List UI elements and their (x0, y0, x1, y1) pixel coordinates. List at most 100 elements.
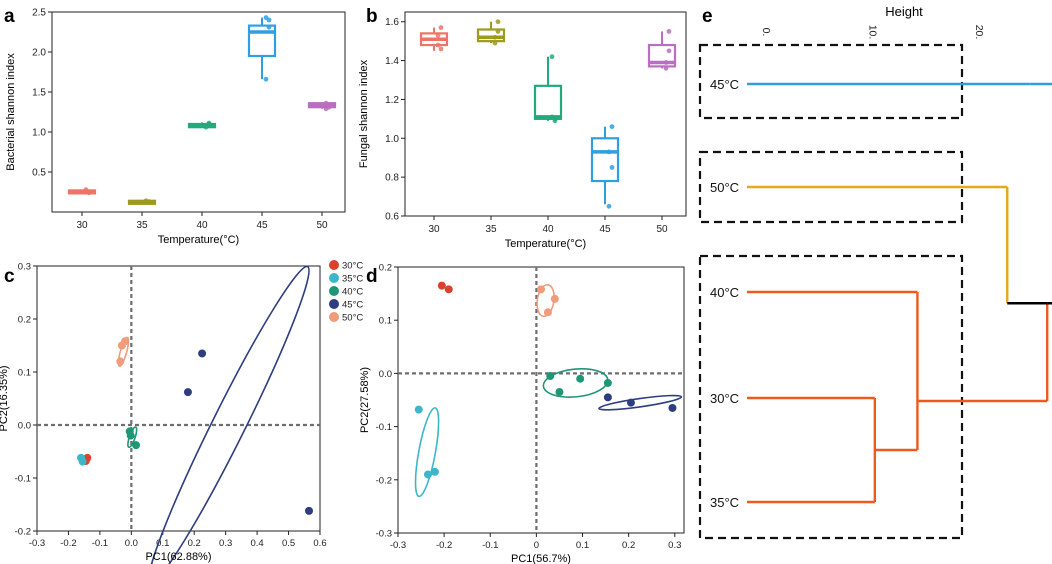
legend-swatch (329, 260, 339, 270)
sample-point (668, 403, 677, 412)
panel-e-dendrogram: e Height 0. 10. 20. 45°C 50°C 40°C 30°C 35°C (698, 4, 1052, 540)
data-point (266, 24, 272, 30)
x-tick-label: -0.3 (390, 540, 406, 551)
y-tick-label: 1.2 (385, 95, 399, 106)
x-tick-label: 0 (534, 540, 539, 551)
data-point (323, 100, 329, 106)
group-40C (542, 368, 612, 398)
y-tick-label: 0.1 (18, 368, 31, 379)
y-tick-label: 1.5 (32, 88, 46, 99)
y-tick-label: 0.3 (18, 262, 31, 273)
sample-point (126, 431, 135, 440)
sample-point (437, 281, 446, 290)
x-tick-label: 0.0 (125, 538, 138, 549)
sample-point (537, 285, 545, 294)
sample-point (546, 372, 555, 381)
x-tick-label: 0.4 (251, 538, 264, 549)
cluster-box (698, 43, 964, 120)
sample-point (576, 374, 585, 383)
x-tick-label: 45 (256, 220, 268, 231)
x-tick-label: -0.1 (482, 540, 498, 551)
data-point (495, 29, 501, 34)
height-tick-label: 0. (760, 28, 772, 37)
confidence-ellipse (117, 336, 130, 368)
x-tick-label: 35 (136, 220, 148, 231)
sample-point (550, 294, 559, 303)
x-tick-label: 0.2 (622, 540, 635, 551)
data-point (326, 104, 332, 110)
group-50C (116, 336, 130, 368)
sample-point (444, 285, 453, 294)
y-tick-label: 1.0 (32, 128, 46, 139)
confidence-ellipse (414, 407, 440, 498)
data-point (492, 40, 498, 46)
legend-label: 30°C (342, 261, 363, 272)
panel-label-d: d (366, 266, 378, 287)
sample-point (603, 378, 612, 387)
cluster-box (698, 150, 964, 224)
x-tick-label: 40 (542, 224, 554, 235)
data-point (263, 15, 269, 20)
confidence-ellipse (542, 368, 609, 398)
group-45C (598, 393, 683, 412)
y-tick-label: 1.4 (385, 56, 399, 67)
x-tick-label: 0.2 (188, 538, 201, 549)
y-tick-label: 0.0 (379, 369, 392, 380)
data-point (206, 121, 212, 127)
y-tick-label: 2.0 (32, 48, 46, 59)
box-40 (533, 84, 563, 120)
panel-a-bacterial-shannon: a 0.5 1.0 1.5 2.0 2.5 30 35 40 45 50 Bacterial sh… (4, 6, 346, 246)
legend-label: 50°C (342, 313, 363, 324)
sample-point (116, 357, 125, 366)
box-35 (476, 28, 506, 43)
box-45 (247, 24, 277, 58)
x-tick-label: -0.3 (29, 538, 45, 549)
sample-point (78, 457, 87, 466)
x-axis-label-d: PC1(56.7%) (511, 553, 571, 564)
x-axis-label-c: PC1(62.88%) (145, 551, 211, 563)
panel-label-e: e (702, 6, 713, 27)
y-axis-label-d: PC2(27.58%) (359, 367, 371, 433)
data-point (492, 34, 498, 40)
y-tick-label: -0.2 (376, 475, 392, 486)
height-axis-title: Height (885, 4, 923, 19)
y-axis-label-a: Bacterial shannon index (5, 53, 17, 171)
data-point (663, 65, 669, 71)
plot-frame (51, 11, 346, 213)
x-tick-label: 45 (599, 224, 611, 235)
data-point (86, 190, 92, 196)
y-tick-label: -0.1 (15, 474, 31, 485)
x-tick-label: 30 (76, 220, 88, 231)
data-point (549, 54, 555, 60)
group-30C (437, 281, 453, 294)
sample-point (423, 470, 432, 479)
height-tick-label: 20. (973, 25, 985, 40)
group-35C (77, 453, 87, 466)
legend-label: 45°C (342, 300, 363, 311)
legend: 30°C 35°C 40°C 45°C 50°C (329, 260, 363, 324)
data-point (549, 114, 555, 120)
x-tick-label: -0.2 (60, 538, 76, 549)
data-point (663, 60, 669, 65)
plot-frame (397, 266, 685, 534)
panel-label-a: a (4, 6, 15, 27)
sample-point (198, 349, 207, 358)
y-tick-label: 0.8 (385, 173, 399, 184)
data-point (146, 199, 152, 205)
confidence-ellipse (598, 394, 683, 411)
legend-swatch (329, 273, 339, 283)
group-35C (414, 405, 440, 498)
x-tick-label: 40 (196, 220, 208, 231)
leaf-label: 50°C (710, 180, 739, 195)
y-tick-label: 0.1 (379, 316, 392, 327)
y-tick-label: 0.2 (379, 263, 392, 274)
data-point (263, 76, 269, 82)
box-45 (590, 137, 620, 183)
y-axis-label-b: Fungal shannon index (358, 59, 370, 168)
sample-point (414, 405, 423, 414)
sample-point (626, 398, 635, 407)
y-axis-label-c: PC2(16.35%) (0, 365, 10, 431)
x-tick-label: -0.2 (436, 540, 452, 551)
group-45C (147, 265, 313, 564)
